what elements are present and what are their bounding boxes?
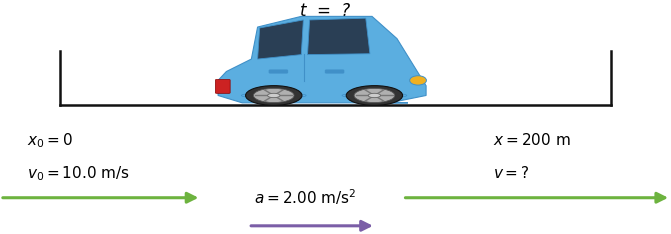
- Ellipse shape: [242, 92, 306, 99]
- Circle shape: [354, 88, 395, 102]
- Circle shape: [268, 93, 280, 98]
- Circle shape: [254, 88, 294, 102]
- Text: $x_0 = 0$: $x_0 = 0$: [27, 131, 73, 150]
- FancyBboxPatch shape: [325, 70, 344, 73]
- Text: t  =  ?: t = ?: [301, 2, 350, 20]
- Text: $v_0 = 10.0$ m/s: $v_0 = 10.0$ m/s: [27, 164, 130, 183]
- Circle shape: [246, 86, 302, 105]
- Text: $a = 2.00$ m/s$^2$: $a = 2.00$ m/s$^2$: [254, 187, 356, 207]
- Polygon shape: [218, 16, 426, 103]
- Polygon shape: [258, 20, 303, 59]
- Text: $v = ?$: $v = ?$: [493, 165, 530, 181]
- Circle shape: [346, 86, 403, 105]
- FancyBboxPatch shape: [215, 80, 230, 93]
- Text: $x = 200$ m: $x = 200$ m: [493, 132, 571, 148]
- Ellipse shape: [409, 76, 427, 85]
- FancyBboxPatch shape: [269, 70, 288, 73]
- Ellipse shape: [342, 92, 407, 99]
- Polygon shape: [307, 18, 370, 55]
- Circle shape: [368, 93, 380, 98]
